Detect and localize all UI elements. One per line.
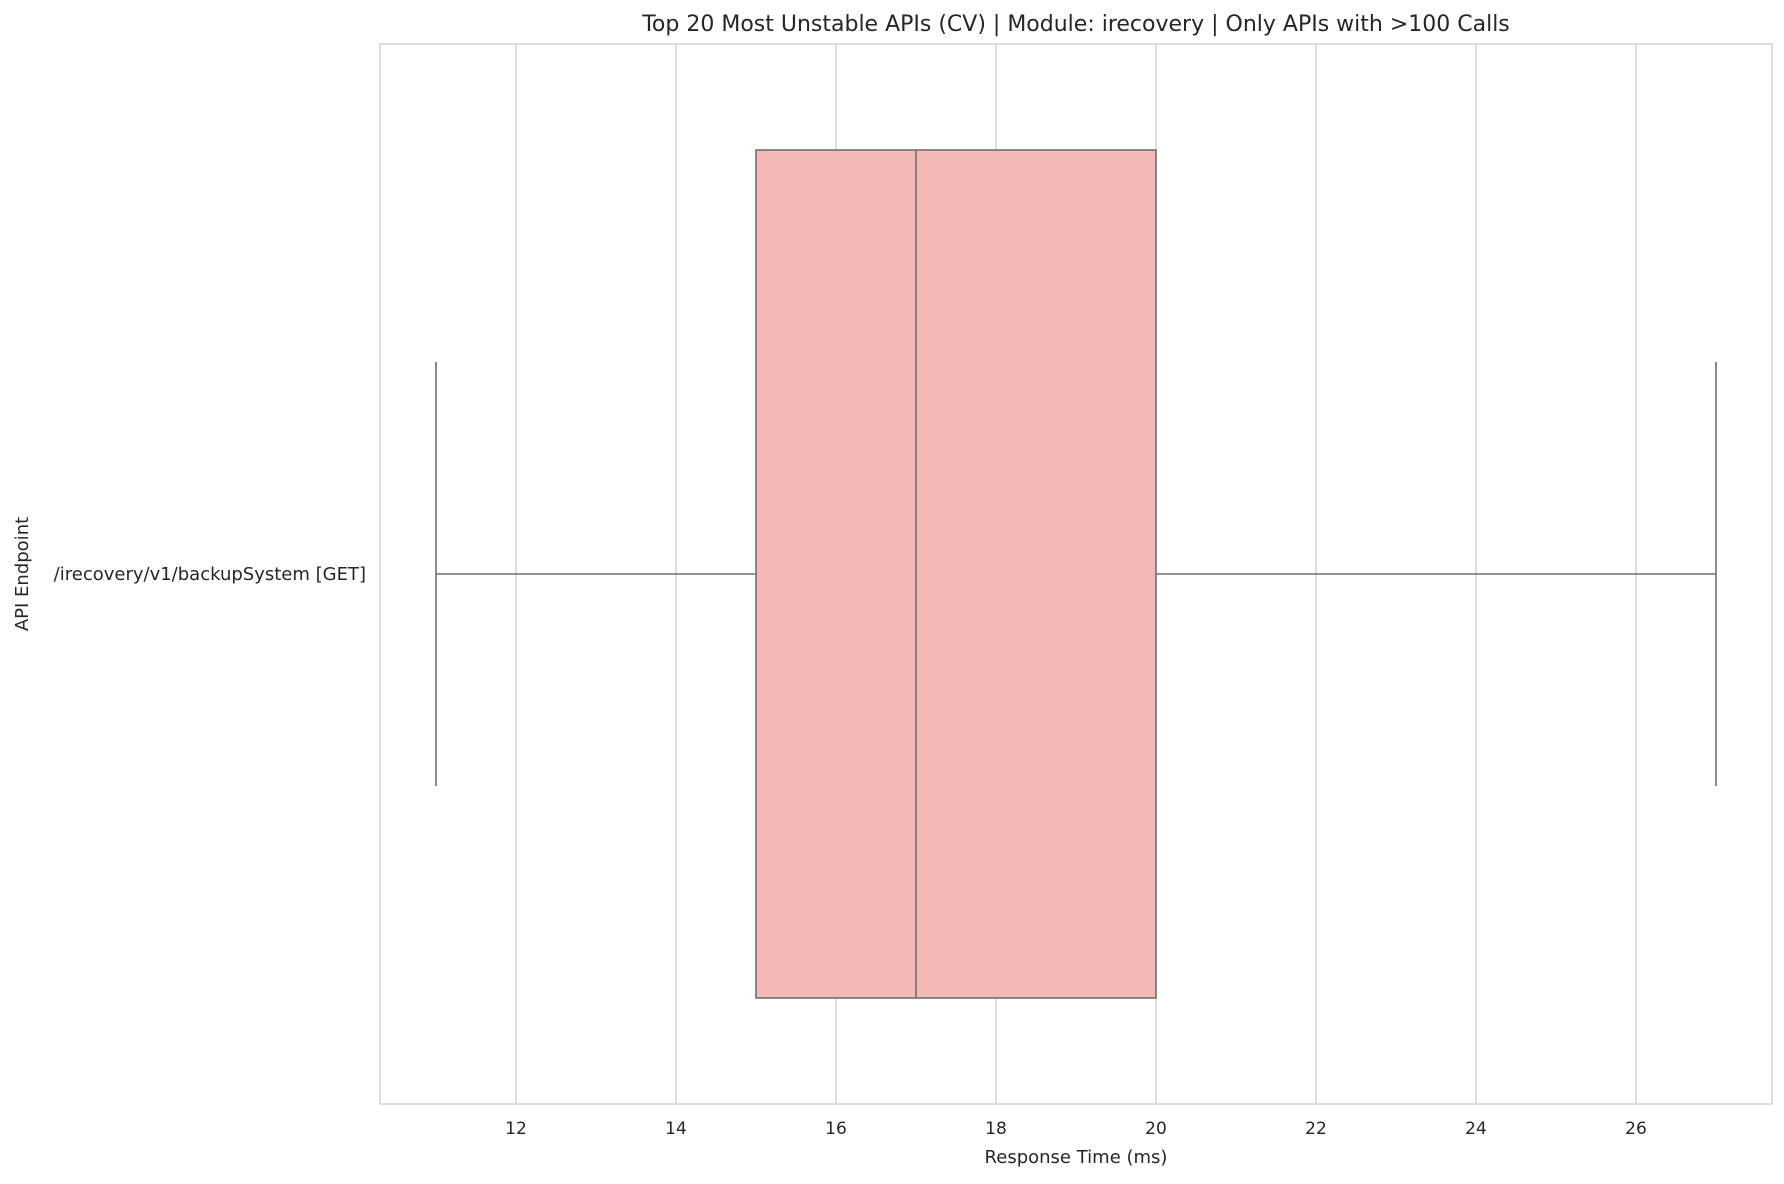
x-tick-label: 16 (825, 1119, 847, 1139)
x-tick-label: 20 (1145, 1119, 1167, 1139)
x-tick-label: 12 (505, 1119, 527, 1139)
x-tick-label: 26 (1625, 1119, 1647, 1139)
x-tick-label: 18 (985, 1119, 1007, 1139)
chart-title: Top 20 Most Unstable APIs (CV) | Module:… (641, 12, 1510, 37)
plot-frame (379, 43, 1773, 1105)
iqr-box (755, 149, 1157, 999)
y-axis-label: API Endpoint (12, 517, 33, 631)
y-category-label: /irecovery/v1/backupSystem [GET] (54, 564, 366, 585)
x-tick-label: 22 (1305, 1119, 1327, 1139)
x-tick-layer: 12 14 16 18 20 22 24 26 (505, 1119, 1647, 1139)
x-tick-label: 14 (665, 1119, 687, 1139)
x-tick-label: 24 (1465, 1119, 1487, 1139)
y-category-layer: /irecovery/v1/backupSystem [GET] (54, 564, 366, 585)
x-axis-label: Response Time (ms) (985, 1147, 1168, 1168)
box-layer (435, 149, 1717, 999)
